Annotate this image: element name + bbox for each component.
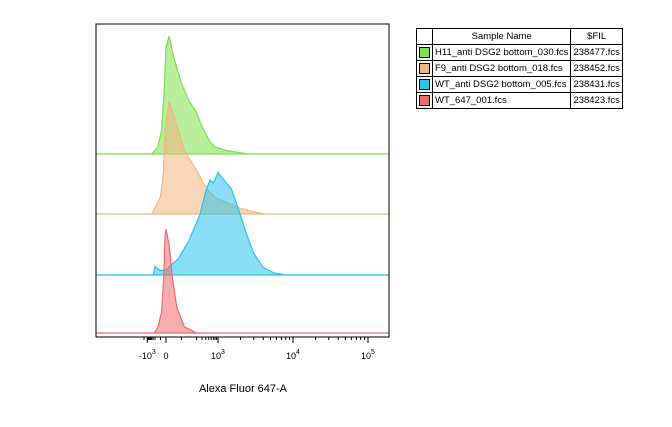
legend-sample-name: WT_anti DSG2 bottom_005.fcs — [431, 76, 572, 93]
plot-frame — [95, 23, 390, 338]
x-tick-label: 104 — [286, 349, 300, 361]
legend-swatch — [419, 46, 430, 58]
histogram-baselines — [96, 153, 389, 334]
legend-sample-name: F9_anti DSG2 bottom_018.fcs — [431, 60, 572, 77]
legend-header-blank — [416, 28, 433, 45]
histogram-series-area — [150, 101, 264, 215]
legend-swatch — [419, 94, 430, 106]
legend-row: WT_647_001.fcs 238423.fcs — [416, 92, 623, 109]
legend-fil: 238423.fcs — [570, 92, 623, 109]
x-tick-label: 0 — [163, 351, 168, 361]
legend-header-fil: $FIL — [570, 28, 623, 45]
histogram-curves — [150, 35, 286, 334]
histogram-series-area — [152, 228, 197, 334]
x-tick-label: -103 — [139, 349, 156, 361]
legend-sample-name: H11_anti DSG2 bottom_030.fcs — [431, 44, 572, 61]
x-axis-ticks — [143, 337, 369, 343]
x-axis-tick-labels: -103 0 103 104 105 — [139, 349, 375, 361]
legend-row: WT_anti DSG2 bottom_005.fcs 238431.fcs — [416, 76, 623, 93]
legend-header-sample-name: Sample Name — [431, 28, 572, 45]
legend-sample-name: WT_647_001.fcs — [431, 92, 572, 109]
x-tick-label: 103 — [211, 349, 225, 361]
legend-fil: 238431.fcs — [570, 76, 623, 93]
legend-fil: 238452.fcs — [570, 60, 623, 77]
sample-legend-table: Sample Name $FIL H11_anti DSG2 bottom_03… — [416, 28, 623, 109]
x-axis-title: Alexa Fluor 647-A — [199, 383, 288, 395]
legend-row: H11_anti DSG2 bottom_030.fcs 238477.fcs — [416, 44, 623, 61]
legend-swatch — [419, 62, 430, 74]
x-tick-label: 105 — [361, 349, 375, 361]
legend-row: F9_anti DSG2 bottom_018.fcs 238452.fcs — [416, 60, 623, 77]
legend-fil: 238477.fcs — [570, 44, 623, 61]
legend-header-row: Sample Name $FIL — [416, 28, 623, 45]
legend-swatch — [419, 78, 430, 90]
